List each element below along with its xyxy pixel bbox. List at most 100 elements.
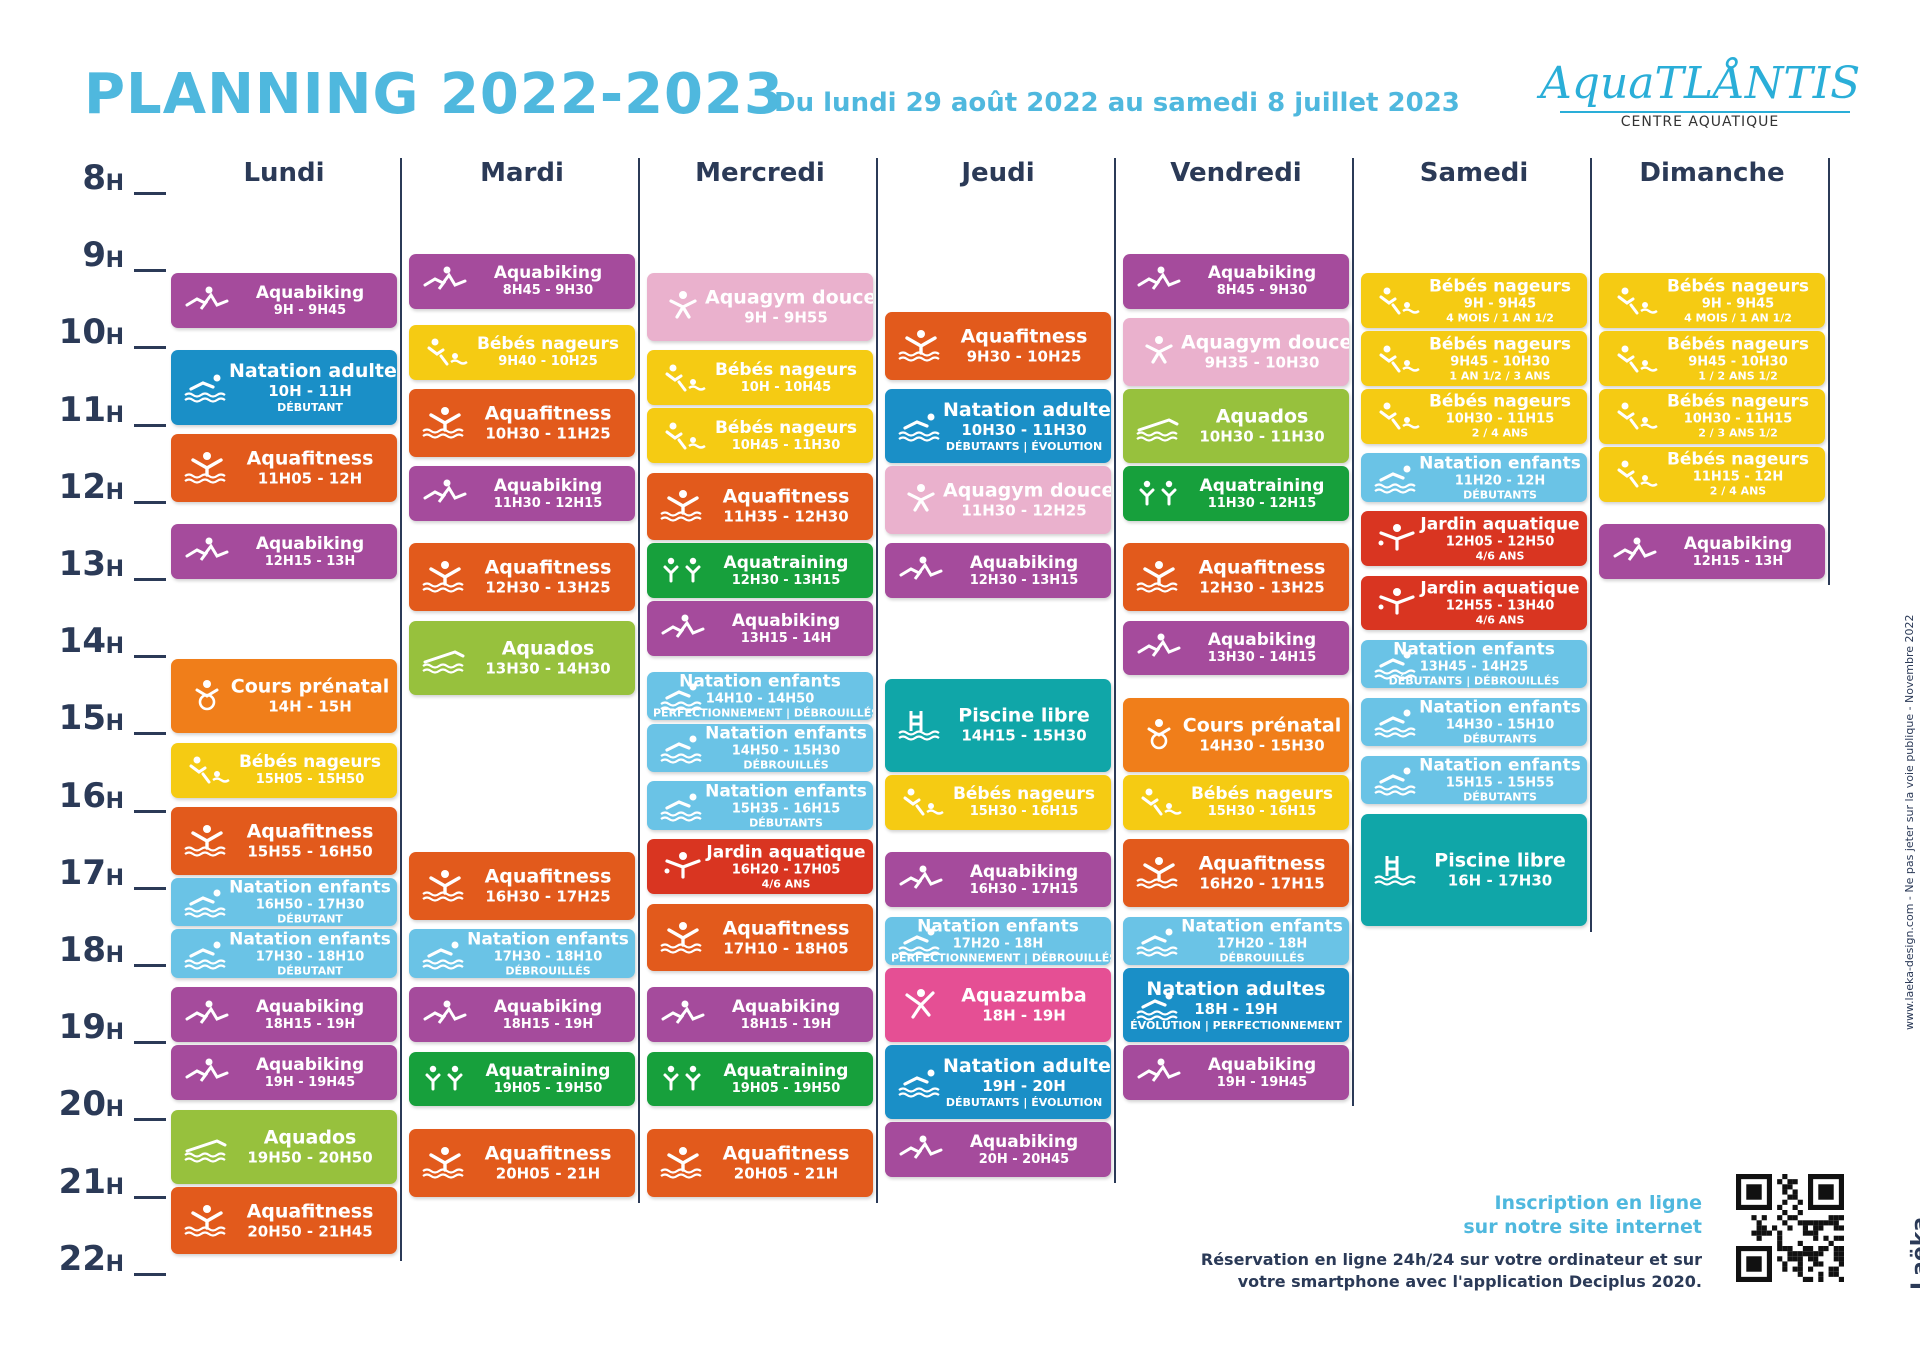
activity-card[interactable]: Bébés nageurs 10H30 - 11H15 2 / 3 ANS 1/2 — [1599, 389, 1825, 444]
activity-card[interactable]: Bébés nageurs 9H - 9H45 4 MOIS / 1 AN 1/2 — [1361, 273, 1587, 329]
activity-card[interactable]: Aquabiking 19H - 19H45 — [171, 1045, 397, 1101]
activity-time: 12H05 - 12H50 — [1445, 534, 1555, 550]
hour-label-19: 19 H — [59, 1010, 166, 1045]
activity-card[interactable]: Aquados 19H50 - 20H50 — [171, 1109, 397, 1184]
activity-card[interactable]: Aquatraining 19H05 - 19H50 — [409, 1051, 635, 1107]
activity-card[interactable]: Aquatraining 12H30 - 13H15 — [647, 543, 873, 599]
activity-card[interactable]: Aquabiking 13H15 - 14H — [647, 601, 873, 657]
activity-card[interactable]: Aquazumba 18H - 19H — [885, 968, 1111, 1043]
activity-card[interactable]: Cours prénatal 14H - 15H — [171, 659, 397, 734]
hour-suffix: H — [105, 1174, 124, 1200]
activity-card[interactable]: Aquabiking 13H30 - 14H15 — [1123, 620, 1349, 676]
baby-swimmer-icon — [665, 422, 706, 450]
activity-card[interactable]: Aquafitness 11H05 - 12H — [171, 434, 397, 502]
activity-name: Natation adultes — [943, 399, 1111, 422]
hour-suffix: H — [105, 865, 124, 891]
activity-card[interactable]: Bébés nageurs 9H45 - 10H30 1 AN 1/2 / 3 AN… — [1361, 331, 1587, 386]
activity-card[interactable]: Natation enfants 15H15 - 15H55 DÉBUTANTS — [1361, 755, 1587, 805]
activity-card[interactable]: Aquabiking 12H15 - 13H — [1599, 524, 1825, 579]
activity-card[interactable]: Aquabiking 20H - 20H45 — [885, 1122, 1111, 1178]
activity-card[interactable]: Aquabiking 8H45 - 9H30 — [409, 253, 635, 309]
activity-card[interactable]: Aquatraining 11H30 - 12H15 — [1123, 466, 1349, 522]
activity-card[interactable]: Aquafitness 11H35 - 12H30 — [647, 472, 873, 541]
hour-tick — [134, 964, 166, 967]
activity-name: Aquabiking — [493, 475, 603, 496]
activity-card[interactable]: Piscine libre 16H - 17H30 — [1361, 813, 1587, 927]
activity-card[interactable]: Natation enfants 15H35 - 16H15 DÉBUTANTS — [647, 781, 873, 830]
activity-card[interactable]: Piscine libre 14H15 - 15H30 — [885, 678, 1111, 772]
activity-card[interactable]: Aquabiking 19H - 19H45 — [1123, 1045, 1349, 1101]
activity-card[interactable]: Natation enfants 14H50 - 15H30 DÉBROUILLÉS — [647, 723, 873, 772]
day-header-3: Jeudi — [961, 158, 1035, 188]
activity-card[interactable]: Bébés nageurs 9H45 - 10H30 1 / 2 ANS 1/2 — [1599, 331, 1825, 386]
activity-card[interactable]: Aquabiking 12H15 - 13H — [171, 524, 397, 579]
activity-card[interactable]: Aquagym douce 9H - 9H55 — [647, 273, 873, 341]
activity-card[interactable]: Jardin aquatique 12H05 - 12H50 4/6 ANS — [1361, 511, 1587, 567]
activity-card[interactable]: Natation enfants 16H50 - 17H30 DÉBUTANT — [171, 877, 397, 927]
activity-name: Aquagym douce — [705, 286, 873, 309]
activity-card[interactable]: Aquabiking 18H15 - 19H — [409, 987, 635, 1043]
activity-card[interactable]: Aquafitness 16H30 - 17H25 — [409, 852, 635, 920]
activity-card[interactable]: Aquabiking 16H30 - 17H15 — [885, 852, 1111, 908]
activity-card[interactable]: Bébés nageurs 15H05 - 15H50 — [171, 742, 397, 798]
activity-card[interactable]: Aquafitness 20H05 - 21H — [409, 1128, 635, 1197]
activity-card[interactable]: Natation enfants 17H30 - 18H10 DÉBUTANT — [171, 929, 397, 978]
activity-card[interactable]: Aquabiking 11H30 - 12H15 — [409, 466, 635, 522]
activity-text: Bébés nageurs 9H40 - 10H25 — [467, 335, 629, 370]
activity-card[interactable]: Aquafitness 20H05 - 21H — [647, 1128, 873, 1197]
aquafitness-icon — [184, 1204, 226, 1237]
activity-card[interactable]: Aquabiking 8H45 - 9H30 — [1123, 253, 1349, 309]
activity-card[interactable]: Aquabiking 18H15 - 19H — [647, 987, 873, 1043]
activity-name: Aquabiking — [969, 1131, 1079, 1152]
activity-card[interactable]: Natation adultes 10H30 - 11H30 DÉBUTANTS |… — [885, 389, 1111, 464]
activity-card[interactable]: Aquados 13H30 - 14H30 — [409, 620, 635, 695]
activity-card[interactable]: Aquafitness 16H20 - 17H15 — [1123, 839, 1349, 908]
activity-level: 2 / 3 ANS 1/2 — [1698, 426, 1778, 440]
activity-card[interactable]: Aquabiking 9H - 9H45 — [171, 273, 397, 329]
aquabiking-icon — [661, 1000, 705, 1024]
activity-card[interactable]: Jardin aquatique 16H20 - 17H05 4/6 ANS — [647, 839, 873, 895]
activity-name: Aquabiking — [969, 861, 1079, 882]
activity-text: Aquafitness 10H30 - 11H25 — [467, 402, 629, 443]
activity-card[interactable]: Aquafitness 20H50 - 21H45 — [171, 1186, 397, 1255]
hour-suffix: H — [105, 711, 124, 737]
activity-card[interactable]: Aquatraining 19H05 - 19H50 — [647, 1051, 873, 1107]
activity-card[interactable]: Aquabiking 12H30 - 13H15 — [885, 543, 1111, 599]
activity-card[interactable]: Aquafitness 12H30 - 13H25 — [409, 543, 635, 612]
activity-card[interactable]: Natation enfants 14H30 - 15H10 DÉBUTANTS — [1361, 697, 1587, 747]
activity-card[interactable]: Aquafitness 15H55 - 16H50 — [171, 807, 397, 875]
activity-time: 12H30 - 13H15 — [969, 572, 1079, 588]
activity-card[interactable]: Aquagym douce 9H35 - 10H30 — [1123, 318, 1349, 386]
activity-card[interactable]: Bébés nageurs 11H15 - 12H 2 / 4 ANS — [1599, 446, 1825, 502]
activity-card[interactable]: Aquados 10H30 - 11H30 — [1123, 389, 1349, 464]
activity-card[interactable]: Aquagym douce 11H30 - 12H25 — [885, 466, 1111, 534]
activity-card[interactable]: Bébés nageurs 10H45 - 11H30 — [647, 408, 873, 464]
activity-card[interactable]: Aquabiking 18H15 - 19H — [171, 987, 397, 1043]
activity-card[interactable]: Bébés nageurs 10H30 - 11H15 2 / 4 ANS — [1361, 389, 1587, 444]
activity-name: Natation enfants — [467, 929, 629, 950]
activity-card[interactable]: Jardin aquatique 12H55 - 13H40 4/6 ANS — [1361, 575, 1587, 631]
activity-card[interactable]: Aquafitness 9H30 - 10H25 — [885, 311, 1111, 380]
activity-card[interactable]: Natation enfants 11H20 - 12H DÉBUTANTS — [1361, 453, 1587, 502]
activity-card[interactable]: Natation enfants 17H20 - 18H DÉBROUILLÉS — [1123, 916, 1349, 965]
activity-card[interactable]: Natation adultes 19H - 20H DÉBUTANTS | ÉVO… — [885, 1045, 1111, 1120]
activity-card[interactable]: Aquafitness 12H30 - 13H25 — [1123, 543, 1349, 612]
activity-card[interactable]: Aquafitness 17H10 - 18H05 — [647, 903, 873, 972]
activity-time: 11H30 - 12H25 — [961, 501, 1087, 520]
activity-card[interactable]: Natation enfants 13H45 - 14H25 DÉBUTANTS |… — [1361, 639, 1587, 689]
activity-card[interactable]: Bébés nageurs 9H - 9H45 4 MOIS / 1 AN 1/2 — [1599, 273, 1825, 329]
activity-card[interactable]: Bébés nageurs 10H - 10H45 — [647, 350, 873, 406]
activity-card[interactable]: Natation adultes 18H - 19H ÉVOLUTION | PER… — [1123, 968, 1349, 1043]
activity-card[interactable]: Cours prénatal 14H30 - 15H30 — [1123, 697, 1349, 772]
activity-card[interactable]: Natation adultes 10H - 11H DÉBUTANT — [171, 350, 397, 425]
qr-code-icon[interactable] — [1736, 1174, 1844, 1282]
aquabiking-icon — [1613, 537, 1657, 561]
activity-card[interactable]: Aquafitness 10H30 - 11H25 — [409, 389, 635, 457]
swimmer-icon — [184, 374, 226, 404]
activity-card[interactable]: Bébés nageurs 15H30 - 16H15 — [885, 775, 1111, 830]
activity-card[interactable]: Bébés nageurs 15H30 - 16H15 — [1123, 775, 1349, 830]
activity-card[interactable]: Natation enfants 17H30 - 18H10 DÉBROUILLÉS — [409, 929, 635, 978]
activity-card[interactable]: Natation enfants 14H10 - 14H50 PERFECTIONN… — [647, 672, 873, 721]
activity-card[interactable]: Natation enfants 17H20 - 18H PERFECTIONNEM… — [885, 916, 1111, 965]
activity-card[interactable]: Bébés nageurs 9H40 - 10H25 — [409, 324, 635, 380]
